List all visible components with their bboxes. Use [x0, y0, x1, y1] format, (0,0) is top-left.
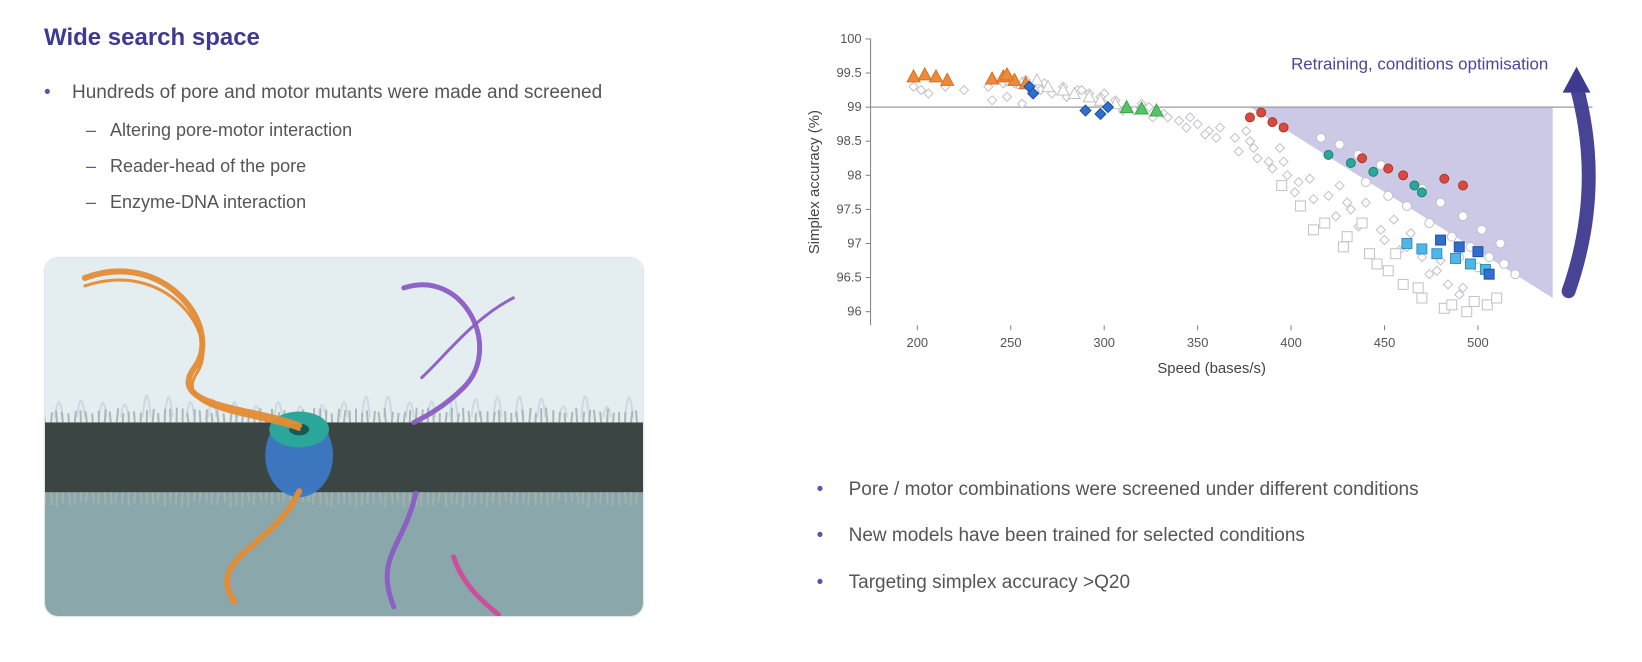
svg-text:Speed (bases/s): Speed (bases/s): [1157, 361, 1266, 377]
svg-text:96.5: 96.5: [836, 270, 861, 285]
svg-text:Retraining, conditions optimis: Retraining, conditions optimisation: [1291, 55, 1548, 74]
right-column: Simplex accuracy (%) Speed (bases/s) 96 96.…: [797, 24, 1612, 642]
svg-text:96: 96: [847, 304, 861, 319]
sub-bullet-list: Altering pore-motor interaction Reader-he…: [72, 117, 777, 217]
svg-text:Simplex accuracy (%): Simplex accuracy (%): [807, 110, 823, 254]
svg-text:300: 300: [1093, 335, 1115, 350]
svg-text:98: 98: [847, 167, 861, 182]
svg-text:350: 350: [1186, 335, 1208, 350]
slide: Wide search space Hundreds of pore and m…: [0, 0, 1642, 662]
nanopore-illustration: [44, 257, 644, 617]
chart-svg: Simplex accuracy (%) Speed (bases/s) 96 96.…: [797, 24, 1612, 384]
right-bullet-item: Targeting simplex accuracy >Q20: [817, 567, 1612, 599]
svg-text:250: 250: [1000, 335, 1022, 350]
main-bullet-list: Hundreds of pore and motor mutants were …: [44, 78, 777, 217]
svg-text:97: 97: [847, 235, 861, 250]
svg-text:99: 99: [847, 99, 861, 114]
sub-bullet-item: Enzyme-DNA interaction: [72, 189, 777, 217]
svg-text:98.5: 98.5: [836, 133, 861, 148]
scatter-chart: Simplex accuracy (%) Speed (bases/s) 96 96.…: [797, 24, 1612, 384]
svg-text:97.5: 97.5: [836, 201, 861, 216]
right-bullet-item: New models have been trained for selecte…: [817, 520, 1612, 552]
svg-text:450: 450: [1373, 335, 1395, 350]
section-title: Wide search space: [44, 24, 777, 52]
svg-text:100: 100: [840, 31, 862, 46]
main-bullet-text: Hundreds of pore and motor mutants were …: [72, 82, 602, 103]
illustration-svg: [45, 258, 643, 617]
svg-text:500: 500: [1467, 335, 1489, 350]
sub-bullet-item: Reader-head of the pore: [72, 153, 777, 181]
right-bullet-item: Pore / motor combinations were screened …: [817, 474, 1612, 506]
main-bullet-item: Hundreds of pore and motor mutants were …: [44, 78, 777, 217]
svg-text:400: 400: [1280, 335, 1302, 350]
svg-text:99.5: 99.5: [836, 65, 861, 80]
svg-text:200: 200: [906, 335, 928, 350]
right-bullets-block: Pore / motor combinations were screened …: [797, 474, 1612, 599]
left-column: Wide search space Hundreds of pore and m…: [44, 24, 797, 642]
sub-bullet-item: Altering pore-motor interaction: [72, 117, 777, 145]
right-bullet-list: Pore / motor combinations were screened …: [817, 474, 1612, 599]
